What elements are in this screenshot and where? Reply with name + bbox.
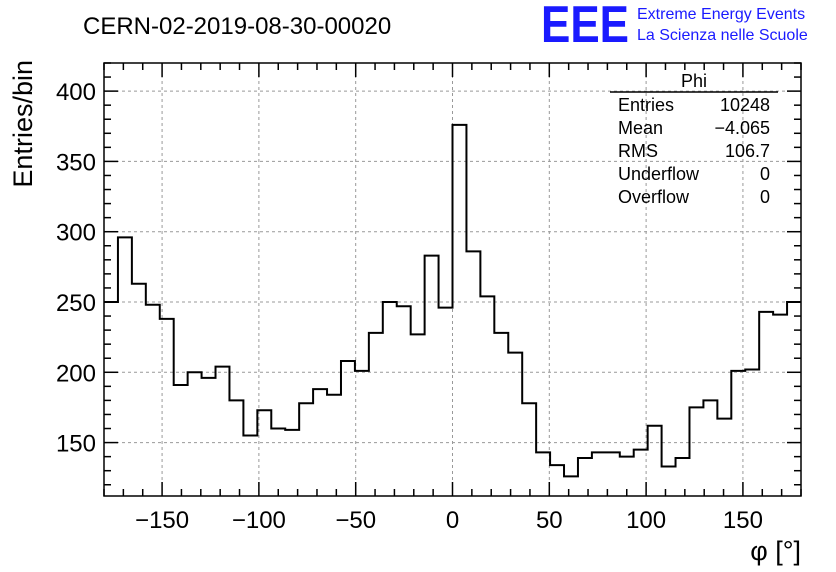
histogram-bin — [243, 436, 257, 496]
stats-label: Mean — [618, 118, 663, 138]
histogram-bin — [146, 305, 160, 496]
stats-value: 0 — [760, 164, 770, 184]
histogram-bin — [313, 389, 327, 496]
histogram-bin — [216, 367, 230, 496]
histogram-bin — [773, 315, 787, 496]
histogram-bin — [271, 429, 285, 496]
histogram-bin — [202, 378, 216, 496]
stats-value: 106.7 — [725, 141, 770, 161]
stats-value: −4.065 — [714, 118, 770, 138]
histogram-bin — [174, 385, 188, 496]
x-tick-label: 0 — [446, 507, 459, 534]
histogram-bin — [508, 353, 522, 496]
histogram-bin — [759, 312, 773, 496]
x-tick-label: −150 — [135, 507, 189, 534]
histogram-bin — [466, 251, 480, 496]
stats-label: Underflow — [618, 164, 700, 184]
stats-name: Phi — [681, 71, 707, 91]
histogram-bin — [745, 369, 759, 496]
histogram-bin — [188, 372, 202, 496]
histogram-bin — [285, 430, 299, 496]
histogram-bin — [355, 371, 369, 496]
histogram-bin — [494, 333, 508, 496]
histogram-outline — [104, 123, 801, 478]
axes: −150 −100 −50 0 50 100 150 150 200 250 300 350 400 — [56, 62, 802, 534]
histogram-bin — [118, 237, 132, 496]
histogram-bin — [648, 426, 662, 496]
x-axis-title: φ [°] — [750, 536, 801, 566]
histogram-bin — [564, 476, 578, 496]
histogram-bin — [578, 458, 592, 496]
histogram-bin — [731, 371, 745, 496]
histogram-bin — [369, 333, 383, 496]
x-tick-label: 100 — [626, 507, 666, 534]
stats-box: Phi Entries 10248 Mean −4.065 RMS 106.7 Underf… — [610, 71, 778, 207]
histogram-bin — [522, 403, 536, 496]
histogram-bin — [299, 403, 313, 496]
histogram-bin — [480, 296, 494, 496]
histogram-bin — [592, 452, 606, 496]
histogram-bin — [550, 465, 564, 496]
y-tick-label: 350 — [56, 149, 96, 176]
stats-label: Overflow — [618, 187, 690, 207]
stats-value: 10248 — [720, 95, 770, 115]
histogram-bin — [160, 319, 174, 496]
histogram-bin — [439, 308, 453, 496]
stats-label: Entries — [618, 95, 674, 115]
histogram-bin — [425, 256, 439, 496]
x-tick-label: 150 — [723, 507, 763, 534]
histogram-bin — [132, 284, 146, 496]
histogram-bin — [787, 302, 801, 496]
y-tick-label: 200 — [56, 360, 96, 387]
y-tick-label: 300 — [56, 220, 96, 247]
histogram-bin — [383, 302, 397, 496]
y-tick-label: 150 — [56, 431, 96, 458]
logo-line-1: Extreme Energy Events — [637, 6, 805, 23]
stats-value: 0 — [760, 187, 770, 207]
histogram-bin — [229, 400, 243, 496]
histogram-layer — [104, 123, 801, 496]
histogram-bin — [676, 458, 690, 496]
histogram-bin — [717, 419, 731, 496]
eee-logo: EEE Extreme Energy Events La Scienza nel… — [541, 0, 808, 54]
chart-title: CERN-02-2019-08-30-00020 — [83, 13, 391, 40]
x-tick-label: 50 — [536, 507, 563, 534]
histogram-bin — [411, 334, 425, 496]
histogram-bin — [341, 361, 355, 496]
x-tick-label: −50 — [335, 507, 376, 534]
y-axis-title: Entries/bin — [8, 60, 38, 188]
histogram-bin — [662, 466, 676, 496]
y-tick-label: 250 — [56, 290, 96, 317]
stats-rows: Entries 10248 Mean −4.065 RMS 106.7 Underflow 0… — [618, 95, 770, 207]
stats-label: RMS — [618, 141, 658, 161]
histogram-bin — [689, 407, 703, 496]
histogram-bin — [104, 302, 118, 496]
histogram-bin — [536, 452, 550, 496]
logo-mark: EEE — [541, 0, 629, 54]
y-tick-label: 400 — [56, 79, 96, 106]
x-tick-label: −100 — [232, 507, 286, 534]
histogram-bin — [453, 125, 467, 496]
histogram-bin — [703, 400, 717, 496]
histogram-bin — [327, 395, 341, 496]
histogram-bin — [397, 306, 411, 496]
logo-line-2: La Scienza nelle Scuole — [637, 27, 808, 44]
